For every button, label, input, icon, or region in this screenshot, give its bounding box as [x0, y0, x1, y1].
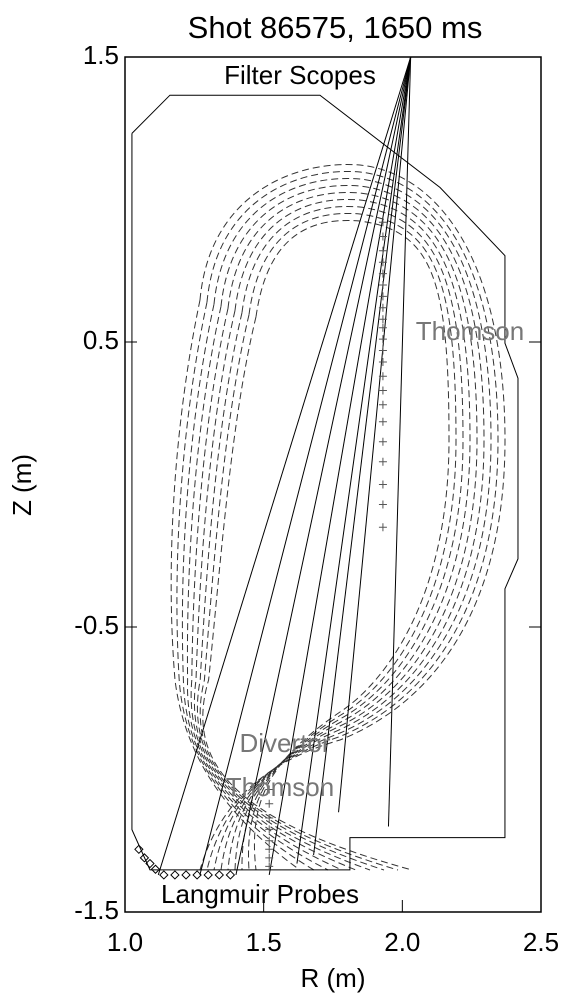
- filter-scope-chord: [313, 56, 412, 856]
- y-axis-label: Z (m): [7, 454, 37, 516]
- y-tick-label: -1.5: [74, 895, 119, 925]
- flux-surface: [199, 163, 506, 871]
- vessel-wall: [131, 94, 519, 871]
- langmuir-probe: [181, 870, 191, 880]
- thomson-point: [378, 292, 387, 301]
- langmuir-probe: [159, 870, 169, 880]
- divertor-thomson-point: [265, 813, 274, 822]
- langmuir-probe: [214, 870, 225, 880]
- x-tick-label: 1.5: [246, 927, 282, 957]
- thomson-point: [378, 386, 387, 395]
- flux-surface: [213, 177, 492, 871]
- thomson-point: [378, 480, 387, 489]
- flux-surface: [196, 312, 385, 871]
- thomson-point: [378, 457, 387, 466]
- filter-scope-chord: [387, 56, 412, 827]
- thomson-point: [378, 323, 387, 332]
- thomson-point: [378, 346, 387, 355]
- filter-scope-chord: [296, 56, 412, 864]
- flux-surface: [253, 219, 450, 871]
- langmuir-probe: [170, 870, 180, 880]
- flux-surface: [193, 310, 371, 871]
- x-tick-label: 2.5: [523, 927, 559, 957]
- thomson-point: [378, 246, 387, 255]
- divertor-thomson-point: [265, 853, 274, 862]
- langmuir-probe: [203, 870, 213, 880]
- y-tick-label: 1.5: [83, 40, 119, 70]
- filter-scope-chord: [338, 56, 412, 813]
- flux-surface: [227, 191, 478, 871]
- filter-scope-chord: [235, 56, 412, 876]
- flux-surfaces: [170, 163, 506, 871]
- flux-surface: [202, 316, 413, 871]
- thomson-point: [378, 303, 387, 312]
- flux-surface: [220, 184, 485, 871]
- thomson-point: [378, 417, 387, 426]
- x-tick-label: 2.0: [384, 927, 420, 957]
- langmuir-probe: [150, 864, 161, 874]
- flux-surface: [170, 299, 301, 871]
- y-tick-label: 0.5: [83, 325, 119, 355]
- langmuir-probe: [134, 844, 144, 855]
- thomson-point: [378, 400, 387, 409]
- thomson-point: [378, 315, 387, 324]
- x-tick-label: 1.0: [107, 927, 143, 957]
- filter-scope-chord: [157, 56, 412, 876]
- annotation: Divertor: [239, 728, 330, 758]
- flux-surface: [241, 205, 464, 871]
- thomson-point: [378, 232, 387, 241]
- divertor-thomson-point: [265, 862, 274, 871]
- thomson-point: [378, 218, 387, 227]
- plot-frame: [124, 56, 542, 913]
- divertor-thomson-point: [265, 845, 274, 854]
- divertor-thomson-point: [265, 836, 274, 845]
- divertor-thomson-point: [265, 799, 274, 808]
- langmuir-probe: [145, 858, 155, 869]
- thomson-point: [378, 500, 387, 509]
- flux-surface: [176, 301, 315, 871]
- langmuir-probe: [225, 870, 236, 880]
- thomson-point: [378, 281, 387, 289]
- y-tick-label: -0.5: [74, 610, 119, 640]
- divertor-thomson-point: [265, 825, 274, 834]
- thomson-point: [378, 357, 387, 366]
- langmuir-probe: [192, 870, 202, 880]
- divertor-thomson-point: [265, 785, 274, 794]
- thomson-point: [378, 269, 387, 278]
- flux-surface: [190, 308, 357, 871]
- thomson-point: [378, 372, 387, 381]
- flux-surface: [248, 212, 457, 871]
- langmuir-probe: [139, 853, 150, 863]
- filter-scope-chord: [268, 56, 412, 876]
- thomson-point: [378, 523, 387, 532]
- x-axis-label: R (m): [301, 963, 366, 993]
- flux-surface: [234, 198, 471, 871]
- annotation: Filter Scopes: [224, 60, 376, 90]
- thomson-point: [378, 258, 387, 267]
- chart-title: Shot 86575, 1650 ms: [188, 10, 483, 45]
- thomson-point: [378, 437, 387, 446]
- thomson-point: [378, 335, 387, 344]
- filter-scope-chord: [199, 56, 412, 876]
- annotation: Thomson: [416, 316, 524, 346]
- annotation: Thomson: [226, 772, 334, 802]
- annotation: Langmuir Probes: [161, 879, 359, 909]
- flux-surface: [206, 170, 499, 871]
